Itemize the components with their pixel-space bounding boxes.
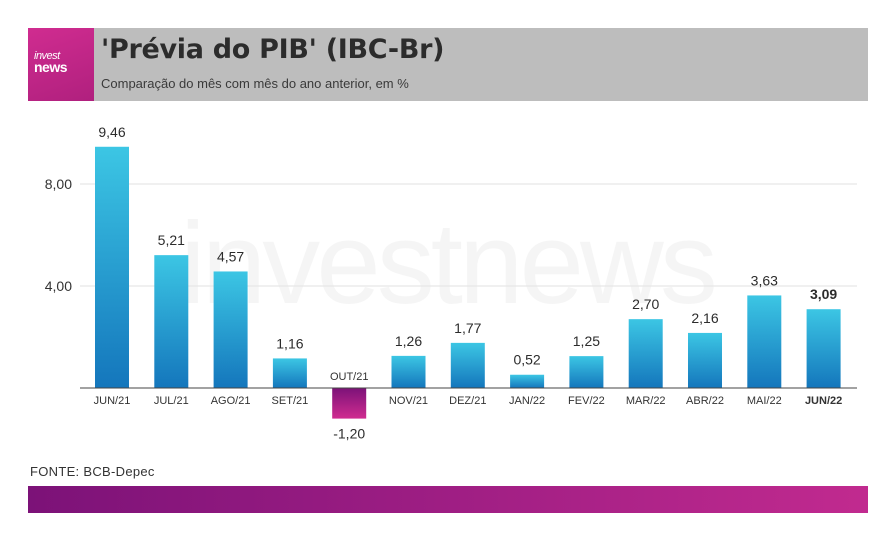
- data-label: 4,57: [217, 248, 244, 264]
- y-tick-label: 4,00: [45, 278, 72, 294]
- bar: [747, 295, 782, 388]
- bar: [569, 356, 604, 388]
- bar: [510, 374, 545, 388]
- bar: [806, 309, 841, 388]
- bar: [213, 271, 248, 388]
- chart-title: 'Prévia do PIB' (IBC-Br): [101, 34, 445, 65]
- x-tick-label: MAI/22: [747, 395, 782, 407]
- bar: [450, 342, 485, 388]
- source-note: FONTE: BCB-Depec: [30, 464, 155, 479]
- footer-bar: [28, 486, 868, 513]
- y-tick-label: 8,00: [45, 176, 72, 192]
- data-label: 1,77: [454, 320, 481, 336]
- x-tick-label: DEZ/21: [449, 395, 486, 407]
- bar: [688, 332, 722, 388]
- gridlines: [80, 183, 857, 287]
- data-label: 3,09: [810, 286, 837, 302]
- bar: [154, 255, 189, 388]
- chart-subtitle: Comparação do mês com mês do ano anterio…: [101, 76, 409, 91]
- x-tick-label: JUN/22: [805, 395, 842, 407]
- bar: [391, 355, 426, 388]
- x-tick-label: NOV/21: [389, 395, 428, 407]
- logo-text-top: invest: [34, 50, 60, 62]
- data-label: 9,46: [98, 124, 125, 140]
- x-tick-label: JUN/21: [94, 395, 131, 407]
- data-label: 2,70: [632, 296, 659, 312]
- logo-text-bottom: news: [34, 59, 68, 75]
- bar: [95, 146, 129, 388]
- x-tick-label: OUT/21: [330, 371, 369, 383]
- labels: 4,00 8,00 9,46 JUN/21 5,21 JUL/21 4,57 AGO/21 1,…: [45, 124, 842, 442]
- data-label: 3,63: [751, 272, 778, 288]
- x-tick-label: FEV/22: [568, 395, 605, 407]
- x-tick-label: AGO/21: [211, 395, 251, 407]
- data-label: 5,21: [158, 232, 185, 248]
- data-label: 2,16: [691, 310, 718, 326]
- x-tick-label: SET/21: [272, 395, 309, 407]
- bar: [628, 319, 663, 388]
- x-tick-label: JUL/21: [154, 395, 189, 407]
- data-label: 0,52: [513, 352, 540, 368]
- chart-header: invest news 'Prévia do PIB' (IBC-Br) Com…: [28, 28, 868, 101]
- data-label: 1,26: [395, 333, 422, 349]
- x-tick-label: MAR/22: [626, 395, 666, 407]
- bar: [272, 358, 307, 388]
- x-tick-label: JAN/22: [509, 395, 545, 407]
- data-label: 1,25: [573, 333, 600, 349]
- data-label: 1,16: [276, 335, 303, 351]
- bars: [80, 146, 857, 419]
- investnews-logo: invest news: [28, 28, 94, 101]
- bar: [332, 388, 367, 419]
- data-label: -1,20: [333, 426, 365, 442]
- x-tick-label: ABR/22: [686, 395, 724, 407]
